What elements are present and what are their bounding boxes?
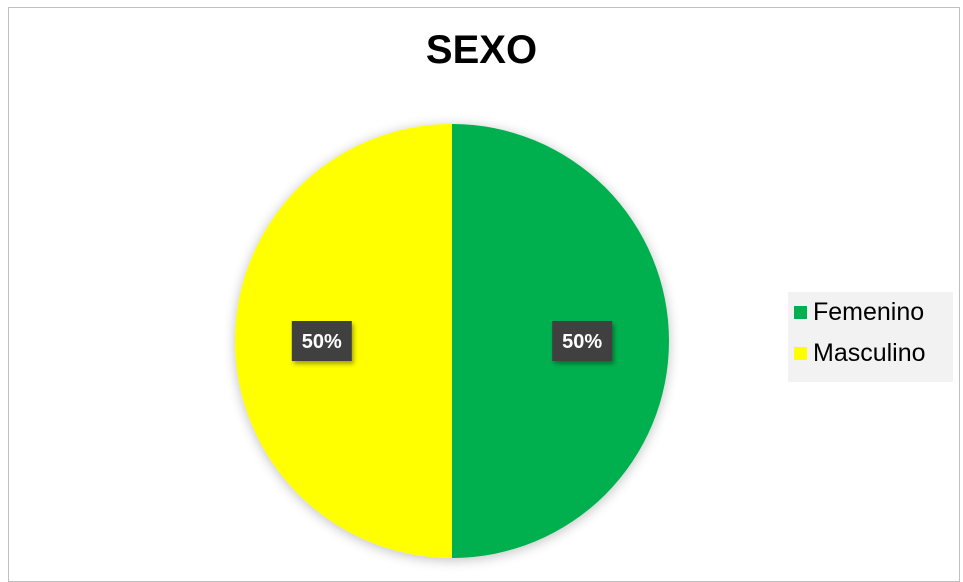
legend-label-masculino: Masculino: [813, 339, 926, 367]
data-label-text: 50%: [562, 331, 602, 353]
legend-swatch-masculino: [794, 347, 807, 360]
data-label-box: [291, 321, 352, 361]
data-label-box: [552, 321, 613, 361]
legend: Femenino Masculino: [788, 292, 953, 382]
chart-title: SEXO: [425, 28, 538, 72]
legend-label-femenino: Femenino: [813, 298, 925, 326]
legend-swatch-femenino: [794, 306, 807, 319]
data-label-femenino: 50%: [552, 321, 613, 361]
data-label-text: 50%: [302, 331, 342, 353]
legend-item-femenino: Femenino: [794, 298, 924, 327]
data-label-masculino: 50%: [291, 321, 352, 361]
legend-item-masculino: Masculino: [794, 339, 926, 368]
